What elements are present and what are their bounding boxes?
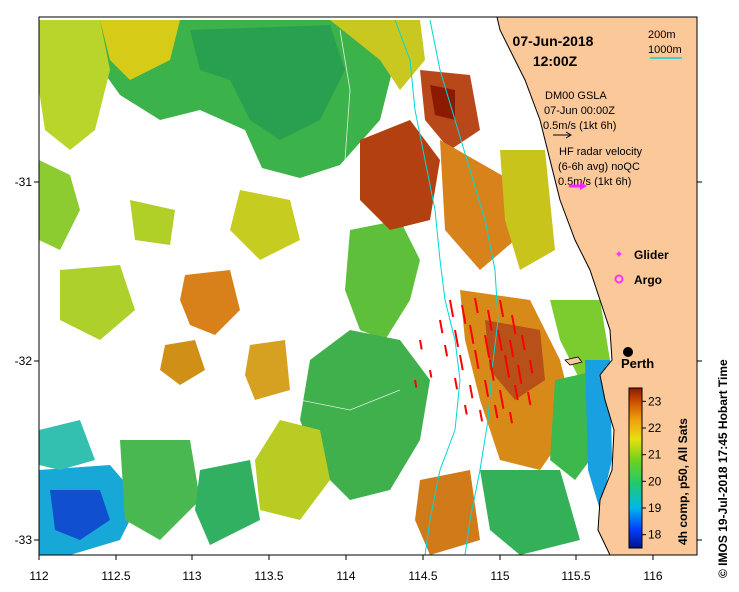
x-axis: 112 112.5 113 113.5 114 114.5 115 115.5 … — [29, 555, 663, 583]
hf-vector — [487, 309, 493, 331]
glider-marker: ✦ — [614, 249, 623, 261]
x-tick-label: 115 — [490, 569, 509, 583]
x-tick-label: 115.5 — [561, 569, 590, 583]
hf-vector — [514, 384, 519, 401]
hf-vector — [449, 299, 455, 318]
hf-vector — [469, 384, 474, 399]
y-tick-label: -33 — [15, 533, 33, 547]
x-tick-label: 112 — [29, 569, 48, 583]
hf-vector — [509, 339, 515, 358]
colorbar-tick-label: 18 — [648, 528, 662, 542]
y-axis: -31 -32 -33 — [15, 175, 702, 547]
hf-vector — [489, 359, 495, 381]
hf-vector — [429, 369, 433, 378]
credit-text: © IMOS 19-Jul-2018 17:45 Hobart Time — [716, 359, 730, 578]
colorbar-tick-label: 23 — [648, 394, 662, 408]
hf-subtitle: (6-6h avg) noQC — [558, 161, 640, 173]
sst-field — [39, 17, 697, 555]
y-tick-label: -31 — [15, 175, 33, 189]
contour-legend-1000m: 1000m — [648, 44, 682, 56]
x-tick-label: 113.5 — [254, 569, 283, 583]
hf-vector — [499, 299, 505, 318]
x-tick-label: 116 — [643, 569, 662, 583]
glider-label: Glider — [634, 248, 669, 262]
x-tick-label: 114.5 — [408, 569, 437, 583]
colorbar-ticks: 23 22 21 20 19 18 — [642, 394, 662, 542]
hf-vector — [497, 329, 503, 351]
y-tick-label: -32 — [15, 354, 33, 368]
colorbar-tick-label: 21 — [648, 448, 662, 462]
contour-legend-200m: 200m — [648, 29, 676, 41]
colorbar-tick-label: 20 — [648, 474, 662, 488]
colorbar-tick-label: 19 — [648, 501, 662, 515]
land-mass — [496, 17, 697, 555]
hf-vector — [461, 304, 467, 324]
hf-vector — [474, 349, 480, 369]
island — [564, 356, 583, 366]
hf-vector — [517, 364, 523, 384]
hf-vector — [509, 411, 514, 424]
plot-frame — [38, 16, 698, 556]
hf-vector — [474, 297, 479, 314]
hf-title: HF radar velocity — [559, 146, 643, 158]
hf-vector — [521, 334, 526, 351]
hf-vector — [439, 319, 444, 334]
hf-vector — [464, 404, 468, 415]
argo-marker — [614, 274, 624, 284]
city-label: Perth — [621, 356, 654, 371]
x-tick-label: 114 — [336, 569, 355, 583]
perth-marker — [623, 347, 633, 357]
hf-vector — [454, 377, 459, 390]
colorbar-tick-label: 22 — [648, 421, 662, 435]
contour-1000m — [394, 19, 461, 555]
hf-vector — [444, 344, 449, 357]
contour-200m — [429, 19, 499, 555]
argo-label: Argo — [634, 273, 662, 287]
hf-vector — [484, 334, 491, 358]
hf-vector — [504, 354, 511, 378]
hf-vector — [529, 359, 534, 374]
hf-vector — [414, 379, 418, 388]
gsla-date: 07-Jun 00:00Z — [544, 105, 615, 117]
colorbar-label: 4h comp, p50, All Sats — [676, 418, 690, 545]
colorbar — [628, 387, 643, 549]
hf-vector — [459, 354, 464, 371]
hf-vector — [479, 409, 484, 422]
hf-vector — [454, 329, 460, 348]
x-tick-label: 112.5 — [101, 569, 130, 583]
gsla-vector-scale: 0.5m/s (1kt 6h) — [543, 120, 616, 132]
hf-radar-vectors — [414, 297, 534, 424]
date-label: 07-Jun-2018 — [513, 33, 594, 49]
hf-vector — [527, 391, 532, 406]
hf-vector — [511, 314, 517, 334]
time-label: 12:00Z — [533, 53, 578, 69]
hf-vector — [494, 404, 499, 419]
hf-vector — [484, 379, 490, 398]
hf-vector — [499, 389, 505, 409]
hf-vector — [419, 339, 423, 350]
hf-vector — [469, 324, 475, 344]
x-tick-label: 113 — [182, 569, 201, 583]
gsla-title: DM00 GSLA — [545, 90, 607, 102]
